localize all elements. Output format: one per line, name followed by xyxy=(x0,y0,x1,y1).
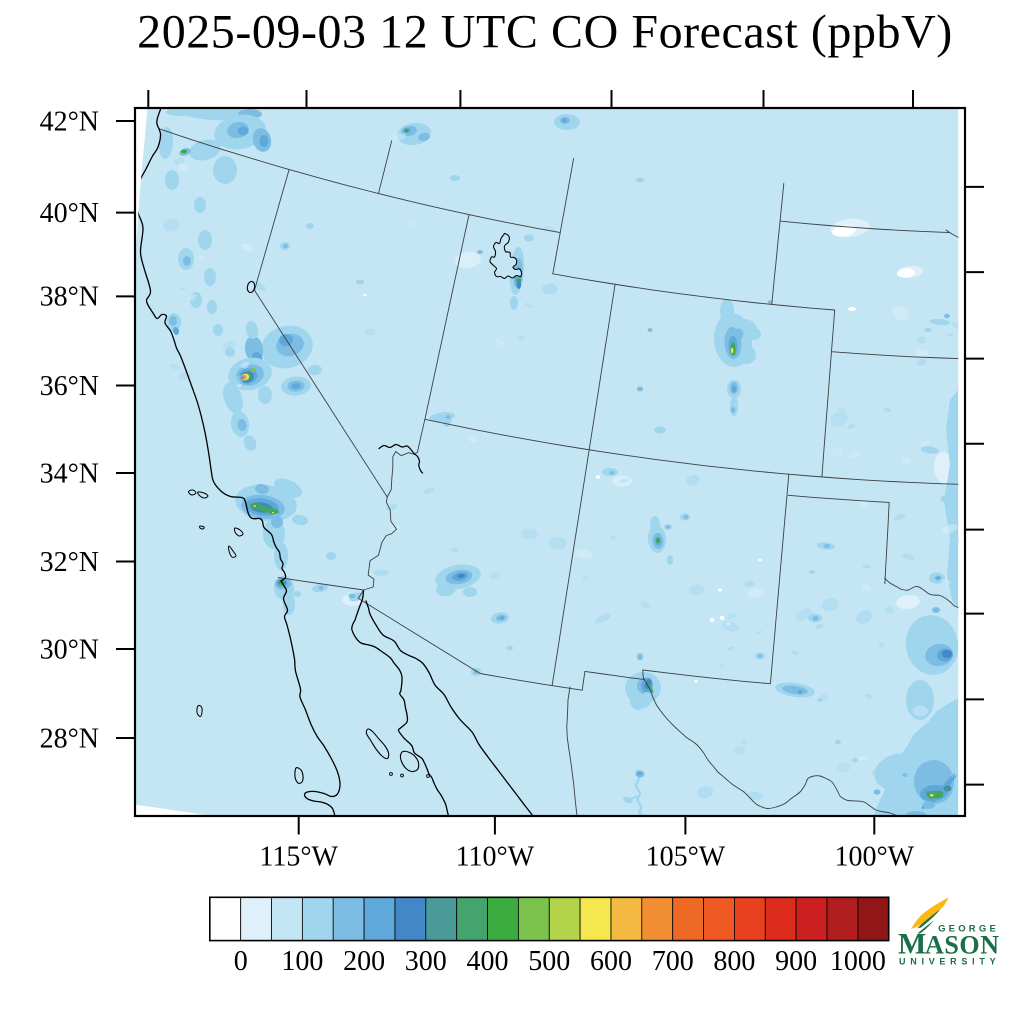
svg-text:400: 400 xyxy=(467,946,509,977)
svg-text:100°W: 100°W xyxy=(834,842,914,873)
svg-text:200: 200 xyxy=(343,946,385,977)
svg-text:M: M xyxy=(898,928,926,961)
svg-text:600: 600 xyxy=(590,946,632,977)
svg-text:40°N: 40°N xyxy=(40,198,99,229)
svg-text:0: 0 xyxy=(234,946,248,977)
svg-text:32°N: 32°N xyxy=(40,547,99,578)
svg-text:GEORGE: GEORGE xyxy=(938,924,999,935)
svg-text:110°W: 110°W xyxy=(456,842,535,873)
svg-text:36°N: 36°N xyxy=(40,371,99,402)
svg-text:115°W: 115°W xyxy=(259,842,338,873)
svg-text:UNIVERSITY: UNIVERSITY xyxy=(899,957,999,967)
svg-text:28°N: 28°N xyxy=(40,723,99,754)
svg-text:2025-09-03 12 UTC CO Forecast: 2025-09-03 12 UTC CO Forecast (ppbV) xyxy=(137,6,953,59)
svg-text:900: 900 xyxy=(775,946,817,977)
svg-text:ASON: ASON xyxy=(925,931,999,960)
svg-text:1000: 1000 xyxy=(830,946,886,977)
svg-text:42°N: 42°N xyxy=(40,106,99,137)
svg-text:700: 700 xyxy=(652,946,694,977)
svg-text:100: 100 xyxy=(281,946,323,977)
svg-text:300: 300 xyxy=(405,946,447,977)
svg-text:38°N: 38°N xyxy=(40,282,99,313)
svg-text:500: 500 xyxy=(528,946,570,977)
svg-text:34°N: 34°N xyxy=(40,458,99,489)
svg-text:105°W: 105°W xyxy=(646,842,726,873)
svg-text:800: 800 xyxy=(713,946,755,977)
svg-text:30°N: 30°N xyxy=(40,634,99,665)
